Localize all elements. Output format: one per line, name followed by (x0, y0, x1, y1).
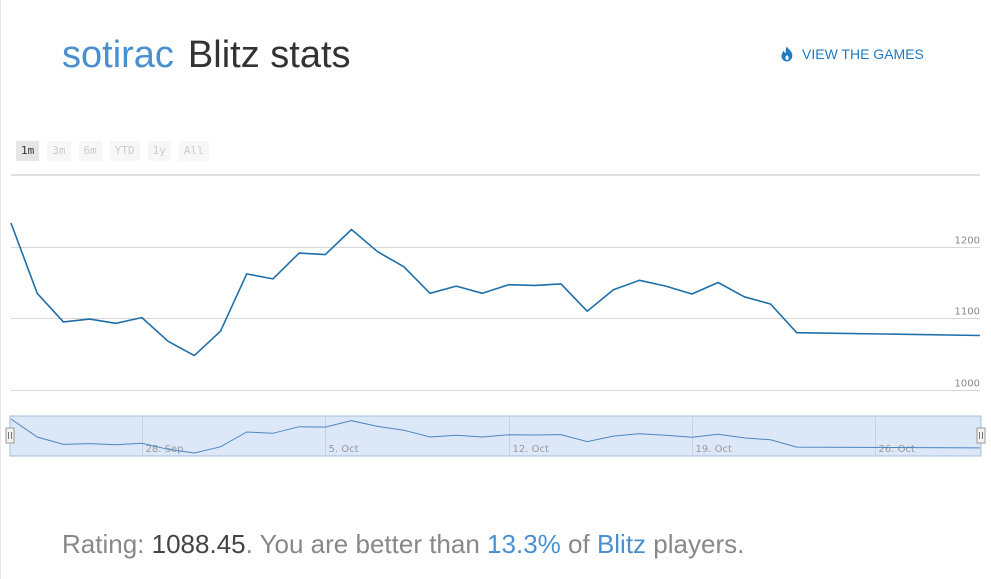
data-point (35, 291, 39, 295)
percentile-value: 13.3% (487, 529, 561, 559)
data-point (638, 278, 642, 282)
page-header: sotirac Blitz stats (62, 30, 351, 80)
data-point (376, 250, 380, 254)
better-than-text: . You are better than (245, 529, 480, 559)
data-point (88, 317, 92, 321)
data-point (795, 331, 799, 335)
data-point (271, 277, 275, 281)
range-button-3m[interactable]: 3m (47, 141, 71, 161)
navigator-tick-label: 26. Oct (879, 444, 915, 455)
flame-icon (781, 46, 793, 62)
data-point (245, 272, 249, 276)
data-point (454, 284, 458, 288)
data-point (114, 321, 118, 325)
data-point (428, 291, 432, 295)
username: sotirac (62, 34, 174, 76)
rating-chart: 1000 1100 1200 28. Sep 5. Oct 12. Oct 19. Oct 2… (5, 174, 986, 457)
navigator-tick-label: 12. Oct (513, 444, 549, 455)
data-point (9, 221, 13, 225)
view-games-link[interactable]: VIEW THE GAMES (780, 44, 924, 64)
navigator-tick-label: 28. Sep (146, 444, 184, 455)
rating-summary: Rating: 1088.45. You are better than 13.… (62, 524, 744, 564)
range-button-6m[interactable]: 6m (78, 141, 102, 161)
rating-value: 1088.45 (151, 529, 246, 559)
data-point (664, 284, 668, 288)
y-tick-label: 1200 (955, 236, 980, 247)
data-point (690, 292, 694, 296)
page-title: Blitz stats (187, 34, 351, 76)
navigator-handle-left[interactable] (5, 427, 15, 444)
players-text: players. (653, 529, 745, 559)
data-point (402, 265, 406, 269)
data-point (716, 281, 720, 285)
range-button-all[interactable]: All (178, 141, 209, 161)
data-point (585, 309, 589, 313)
y-tick-label: 1000 (955, 379, 980, 390)
navigator-series-line (10, 418, 981, 454)
range-button-1m[interactable]: 1m (16, 141, 40, 161)
data-point (533, 283, 537, 287)
data-point (559, 282, 563, 286)
data-point (507, 283, 511, 287)
data-point (192, 354, 196, 358)
data-point (769, 302, 773, 306)
data-point (323, 253, 327, 257)
data-point (140, 316, 144, 320)
range-button-1y[interactable]: 1y (147, 141, 171, 161)
game-type-link[interactable]: Blitz (596, 529, 647, 559)
data-point (219, 329, 223, 333)
range-selector: 1m 3m 6m YTD 1y All (16, 141, 217, 161)
view-games-label: VIEW THE GAMES (802, 46, 924, 62)
rating-series-line (10, 222, 981, 357)
left-border (0, 0, 1, 579)
data-point (742, 295, 746, 299)
navigator-tick-label: 5. Oct (329, 444, 359, 455)
data-point (350, 228, 354, 232)
data-point (480, 291, 484, 295)
navigator-tick-label: 19. Oct (696, 444, 732, 455)
navigator-handle-right[interactable] (976, 427, 986, 444)
y-tick-label: 1100 (955, 307, 980, 318)
data-point (297, 251, 301, 255)
data-point (611, 288, 615, 292)
data-point (61, 320, 65, 324)
rating-label: Rating: (62, 529, 145, 559)
data-point (978, 334, 982, 338)
range-button-ytd[interactable]: YTD (109, 141, 140, 161)
of-text: of (568, 529, 590, 559)
data-point (166, 339, 170, 343)
